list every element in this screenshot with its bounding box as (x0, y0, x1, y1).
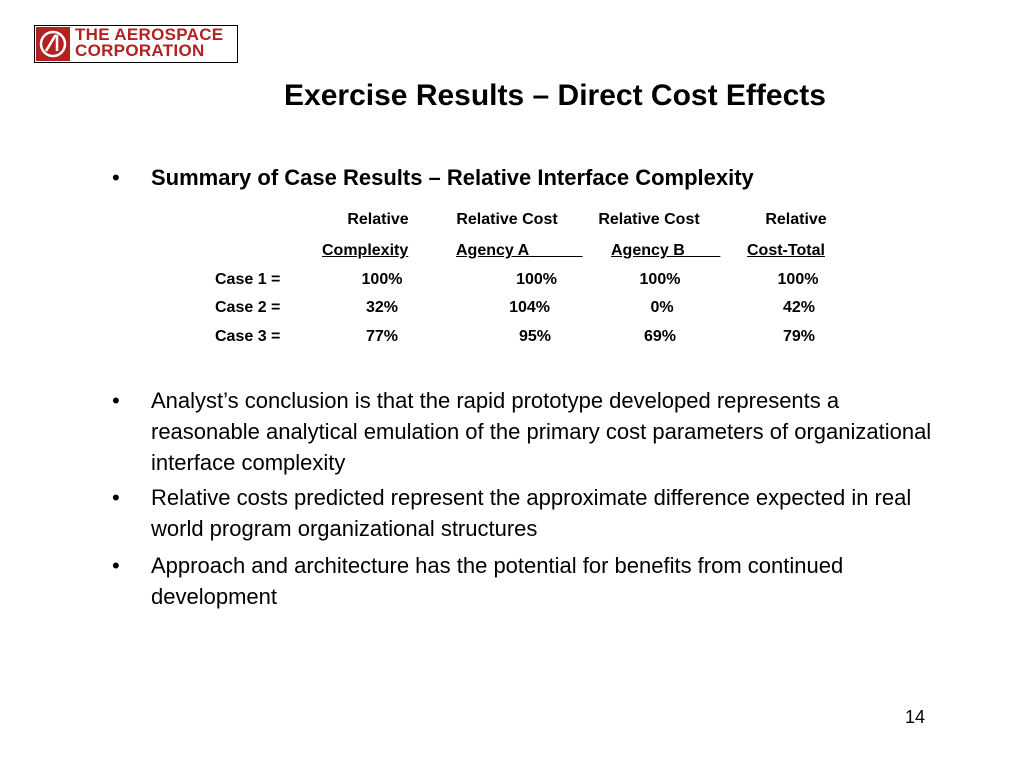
summary-heading: Summary of Case Results – Relative Inter… (151, 165, 754, 190)
cell-case-2-cost-total: 42% (782, 299, 816, 316)
col-header-agency-b-line1: Relative Cost (598, 211, 700, 228)
bullet-relative-costs: Relative costs predicted represent the a… (151, 485, 912, 541)
bullet-marker: • (112, 553, 120, 578)
cell-case-1-cost-total: 100% (777, 271, 819, 288)
aerospace-logo: THE AEROSPACE CORPORATION (34, 25, 238, 63)
page-number: 14 (905, 707, 926, 727)
cell-case-2-agency-a: 104% (509, 299, 550, 316)
cell-case-1-agency-b: 100% (639, 271, 681, 288)
logo-line-2: CORPORATION (75, 41, 205, 60)
row-label-case-3: Case 3 = (215, 328, 281, 345)
cell-case-3-complexity: 77% (365, 328, 399, 345)
col-header-agency-a-line1: Relative Cost (456, 211, 558, 228)
cell-case-3-agency-a: 95% (518, 328, 551, 345)
row-label-case-2: Case 2 = (215, 299, 281, 316)
bullet-marker: • (112, 165, 120, 190)
cell-case-3-agency-b: 69% (643, 328, 677, 345)
col-header-complexity-line1: Relative (347, 211, 409, 228)
col-header-cost-total-line2: Cost-Total (747, 242, 825, 259)
cell-case-3-cost-total: 79% (782, 328, 816, 345)
slide-title: Exercise Results – Direct Cost Effects (284, 79, 826, 112)
col-header-agency-a-line2: Agency A (456, 242, 530, 259)
cell-case-2-complexity: 32% (365, 299, 399, 316)
cell-case-1-complexity: 100% (361, 271, 403, 288)
bullet-approach: Approach and architecture has the potent… (151, 553, 844, 609)
col-header-complexity-line2: Complexity (322, 242, 409, 259)
bullet-conclusion: Analyst’s conclusion is that the rapid p… (151, 388, 932, 475)
row-label-case-1: Case 1 = (215, 271, 281, 288)
cell-case-1-agency-a: 100% (516, 271, 557, 288)
col-header-agency-b-line2: Agency B (611, 242, 685, 259)
aerospace-emblem-icon (36, 27, 70, 61)
col-header-cost-total-line1: Relative (765, 211, 827, 228)
logo-wordmark: THE AEROSPACE CORPORATION (75, 25, 235, 60)
cell-case-2-agency-b: 0% (650, 299, 674, 316)
bullet-marker: • (112, 485, 120, 510)
logo-line-1: THE AEROSPACE (75, 25, 224, 44)
bullet-marker: • (112, 388, 120, 413)
